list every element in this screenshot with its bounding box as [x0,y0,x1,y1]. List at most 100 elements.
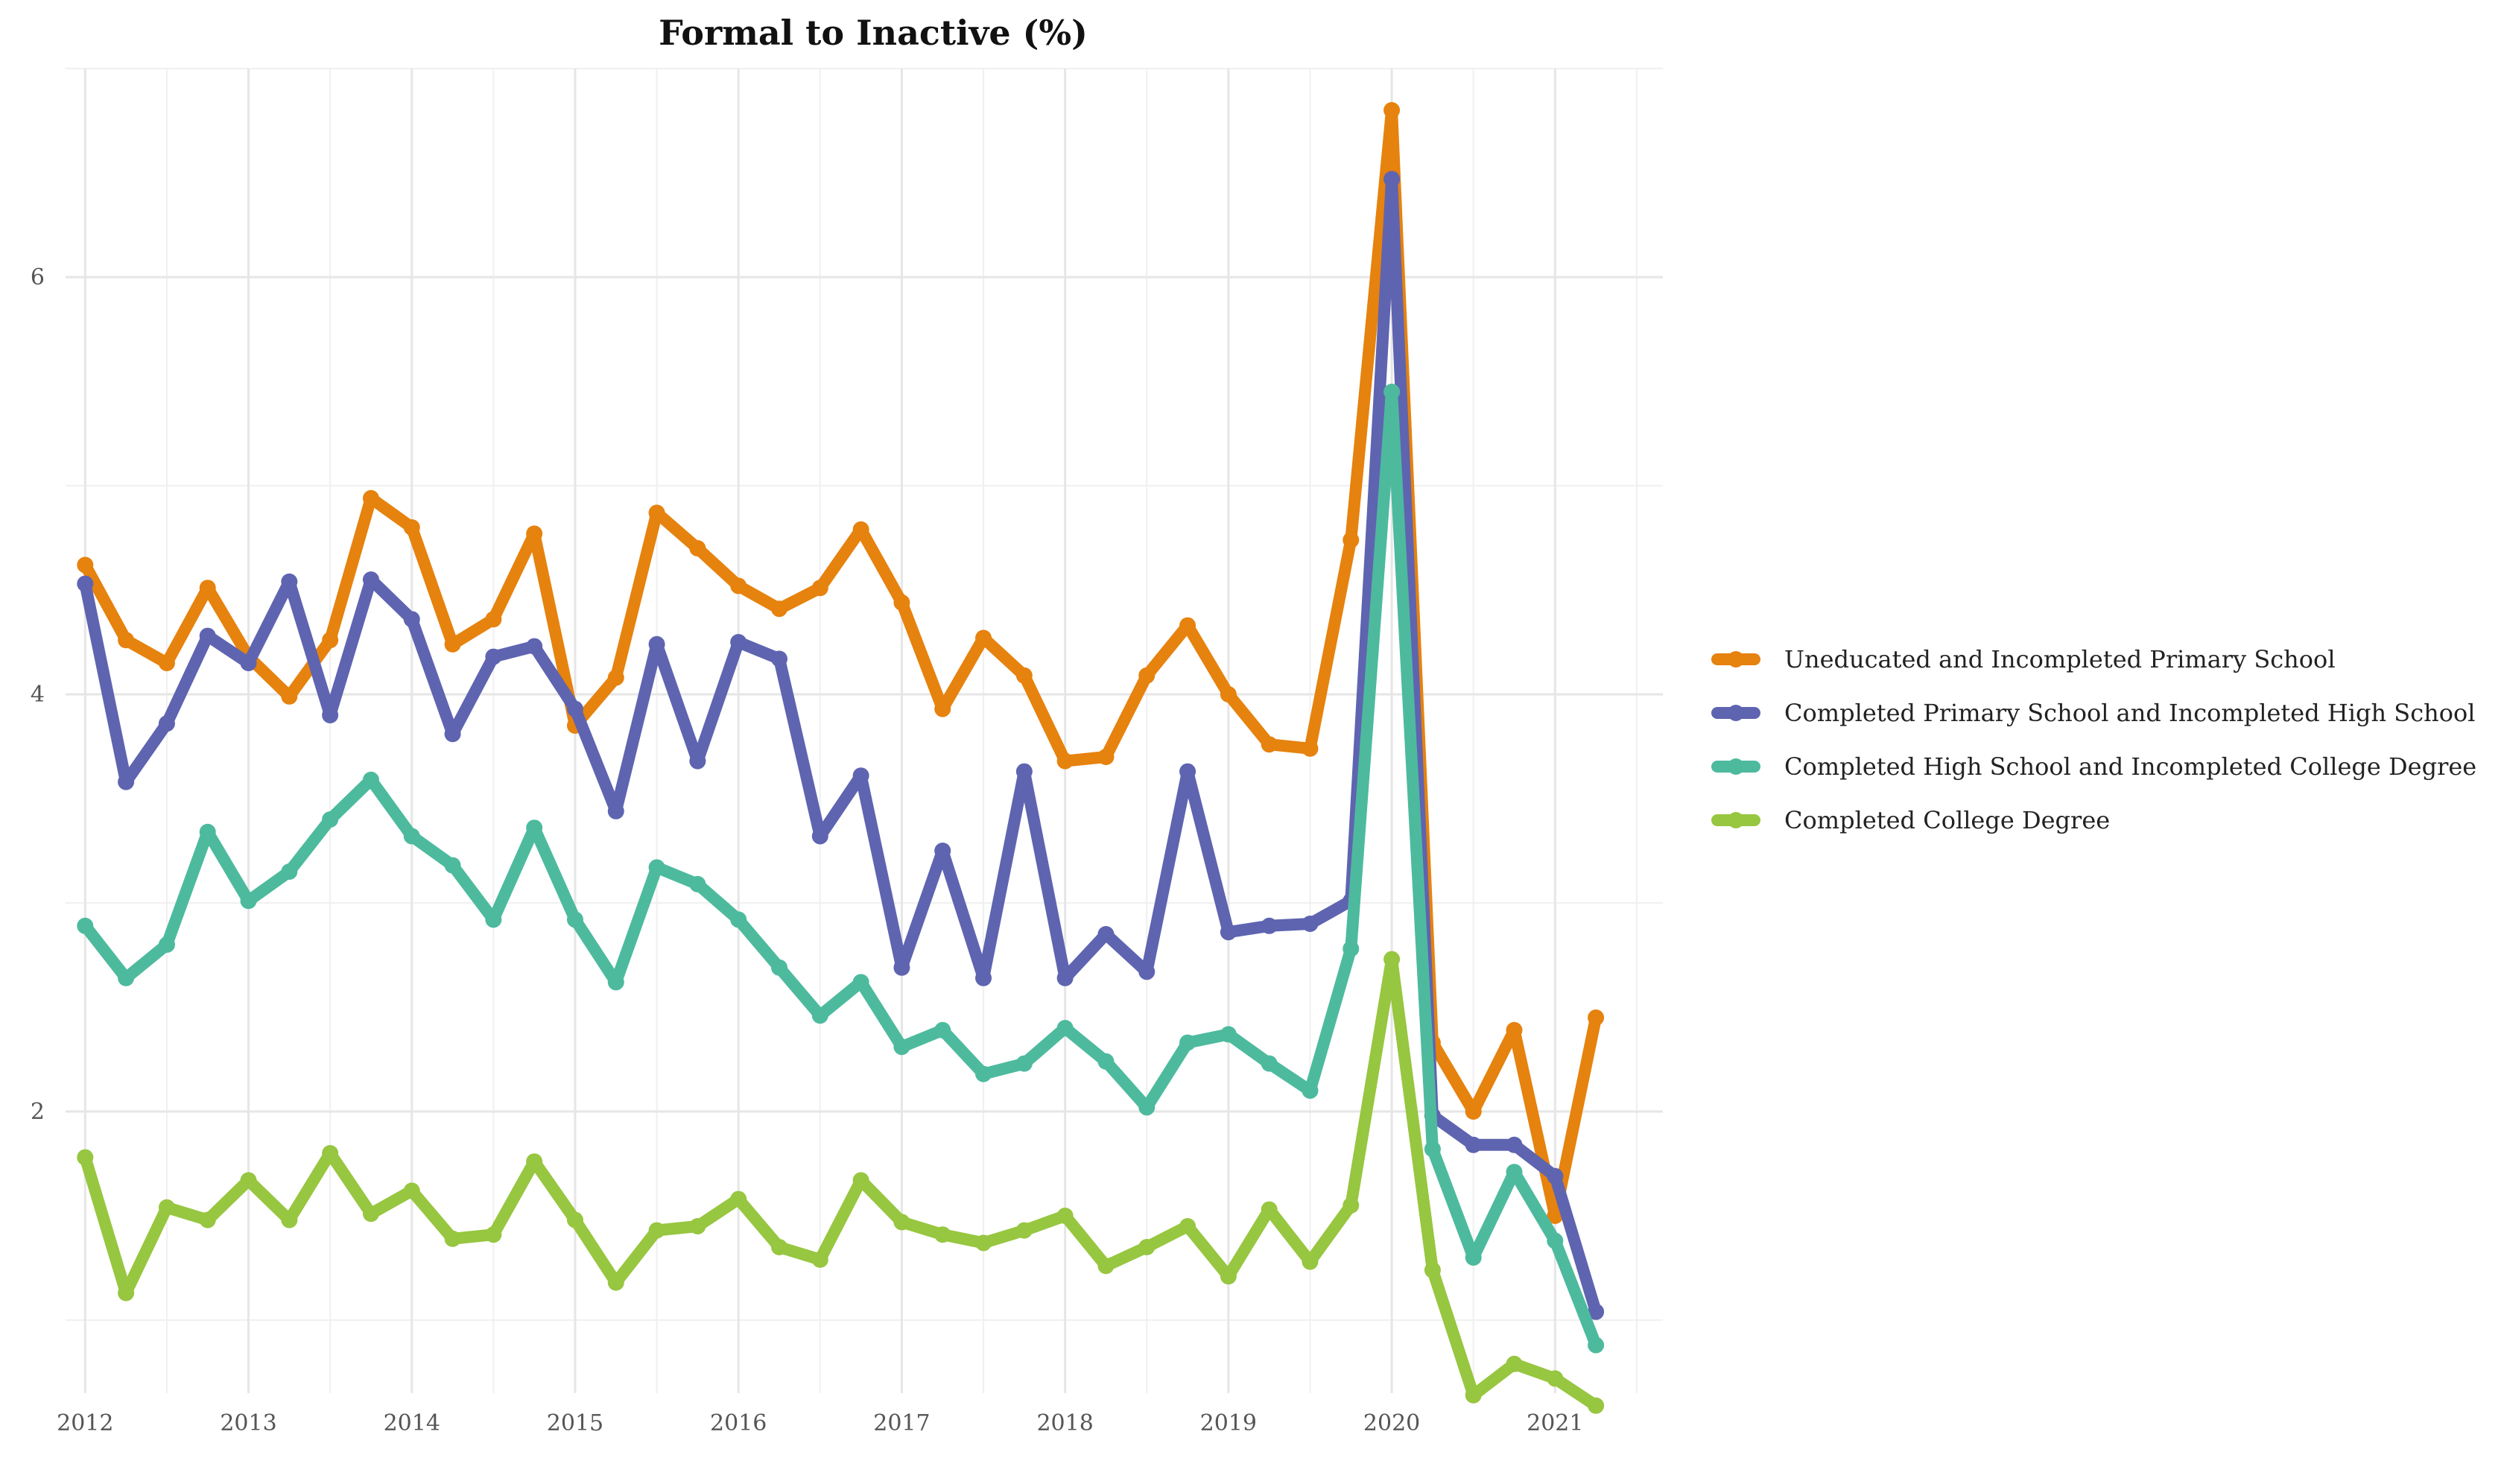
data-point [934,1226,951,1243]
data-point [77,575,94,592]
data-point [648,504,665,521]
x-tick-label: 2012 [57,1410,113,1436]
data-point [730,911,747,928]
x-tick-label: 2018 [1036,1410,1093,1436]
data-point [118,632,135,649]
y-axis-ticks: 2 4 6 [31,264,45,1125]
data-point [730,1190,747,1208]
data-point [648,1222,665,1239]
data-point [1097,926,1115,942]
x-tick-label: 2017 [873,1410,930,1436]
data-point [1506,1136,1523,1153]
data-point [1097,749,1115,765]
series-4 [77,951,1605,1414]
data-point [607,669,624,686]
data-point [526,638,543,655]
data-point [362,1205,379,1223]
data-point [118,773,135,790]
x-axis-ticks: 2012 2013 2014 2015 2016 2017 2018 2019 2020 2021 [57,1410,1583,1436]
data-point [975,1065,992,1082]
data-point [607,802,624,819]
data-point [730,577,747,594]
data-point [852,521,869,538]
data-point [1588,1009,1605,1026]
data-point [1343,531,1360,548]
data-point [526,819,543,837]
data-point [1302,1082,1319,1099]
data-point [77,1149,94,1166]
data-point [1015,1055,1033,1072]
data-point [1138,1239,1156,1255]
data-point [1179,763,1196,780]
data-point [893,1039,910,1056]
data-point [811,1251,828,1268]
data-point [1056,1020,1074,1036]
data-point [648,635,665,653]
data-point [158,655,175,671]
x-tick-label: 2020 [1363,1410,1420,1436]
data-point [158,715,175,732]
x-tick-label: 2015 [547,1410,603,1436]
data-point [1547,1208,1564,1224]
data-point [322,1145,339,1161]
data-point [1465,1103,1482,1120]
data-point [1343,940,1360,957]
y-tick-label: 6 [31,264,45,291]
data-point [934,843,951,859]
data-point [1465,1136,1482,1153]
legend: Uneducated and Incompleted Primary Schoo… [1711,645,2476,834]
data-point [1015,1222,1033,1239]
data-point [1179,617,1196,634]
data-point [1383,951,1401,968]
data-point [893,959,910,976]
data-point [199,627,216,644]
data-point [1302,916,1319,932]
data-point [1506,1021,1523,1039]
data-point [811,1007,828,1024]
data-point [158,936,175,953]
data-point [1220,686,1237,703]
data-point [1138,1099,1156,1116]
data-point [199,580,216,597]
data-point [118,1284,135,1301]
data-point [771,1239,788,1255]
data-point [1424,1141,1441,1158]
data-point [1179,1034,1196,1051]
data-point [403,519,420,536]
data-point [1097,1258,1115,1275]
data-point [485,911,502,928]
x-tick-label: 2013 [220,1410,276,1436]
data-point [281,688,298,705]
y-tick-label: 2 [31,1099,45,1125]
legend-item: Completed High School and Incompleted Co… [1711,752,2476,781]
data-point [199,1211,216,1228]
data-point [1220,1026,1237,1043]
data-point [730,634,747,650]
legend-label: Uneducated and Incompleted Primary Schoo… [1784,645,2336,673]
data-point [1424,1261,1441,1278]
data-point [1588,1303,1605,1320]
data-point [852,1172,869,1189]
data-point [1097,1053,1115,1070]
data-point [1343,1197,1360,1214]
x-tick-label: 2014 [384,1410,440,1436]
data-point [1220,1268,1237,1285]
legend-item: Completed College Degree [1711,806,2110,834]
data-point [566,1211,583,1228]
data-point [1138,963,1156,980]
data-point [240,655,257,671]
data-point [444,857,461,874]
data-point [566,700,583,717]
data-point [1302,1253,1319,1270]
data-point [934,1021,951,1039]
data-point [526,525,543,542]
data-point [118,969,135,986]
data-point [607,1274,624,1291]
data-point [1465,1386,1482,1404]
data-point [975,1234,992,1252]
data-point [1302,740,1319,757]
data-point [1383,384,1401,400]
data-point [281,1211,298,1228]
data-point [852,974,869,991]
data-point [1506,1355,1523,1372]
